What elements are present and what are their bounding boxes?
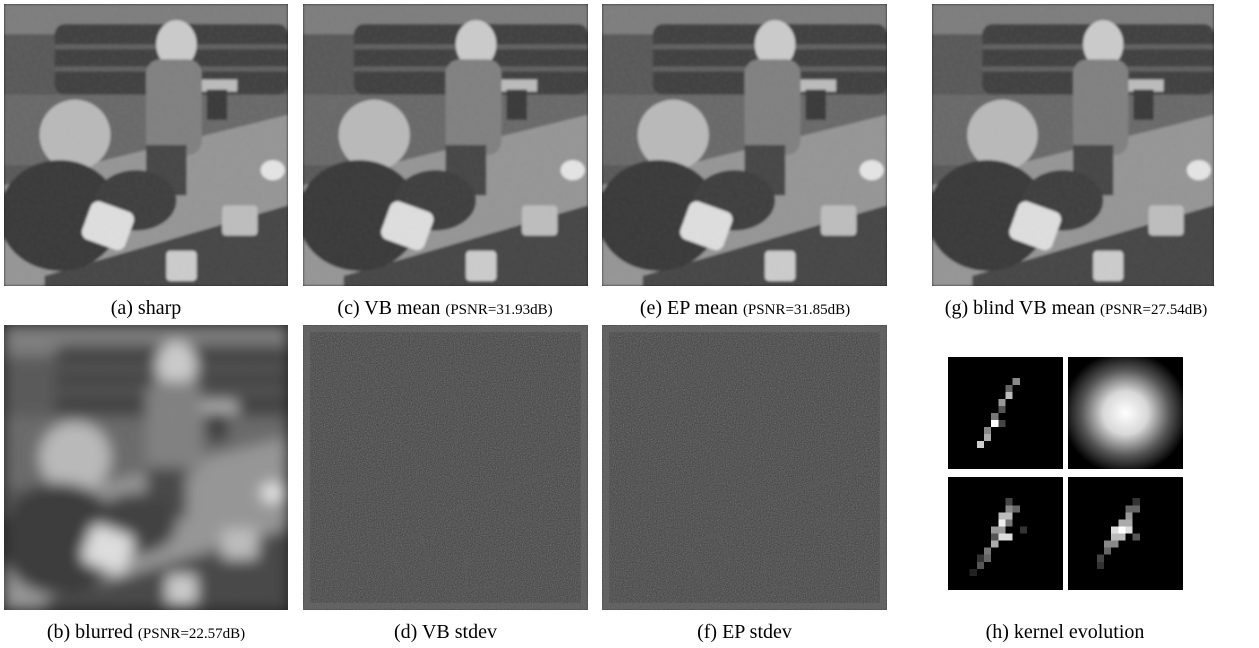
- caption-d: (d) VB stdev: [303, 620, 588, 644]
- kernel-final-image: [1068, 477, 1183, 590]
- caption-f: (f) EP stdev: [602, 620, 887, 644]
- caption-e-psnr: (PSNR=31.85dB): [742, 302, 851, 318]
- caption-c-psnr: (PSNR=31.93dB): [445, 302, 553, 318]
- caption-g-psnr: (PSNR=27.54dB): [1099, 302, 1208, 318]
- kernel-gaussian-image: [1068, 357, 1183, 469]
- caption-h: (h) kernel evolution: [930, 620, 1200, 644]
- vb-stdev-image: [303, 325, 588, 610]
- caption-b-psnr: (PSNR=22.57dB): [137, 626, 246, 642]
- caption-f-label: (f) EP stdev: [697, 621, 792, 643]
- caption-e: (e) EP mean (PSNR=31.85dB): [595, 296, 895, 322]
- kernel-initial-image: [948, 357, 1063, 469]
- blind-vb-mean-image: [932, 4, 1214, 286]
- kernel-mid-image: [948, 477, 1063, 590]
- caption-g: (g) blind VB mean (PSNR=27.54dB): [896, 296, 1256, 322]
- caption-a-label: (a) sharp: [110, 297, 182, 319]
- vb-mean-image: [303, 4, 588, 286]
- caption-b: (b) blurred (PSNR=22.57dB): [0, 620, 292, 646]
- caption-a: (a) sharp: [4, 296, 288, 320]
- caption-g-label: (g) blind VB mean: [944, 297, 1095, 319]
- caption-b-label: (b) blurred: [46, 621, 133, 643]
- ep-mean-image: [602, 4, 887, 286]
- sharp-image: [4, 4, 288, 286]
- ep-stdev-image: [602, 325, 887, 610]
- caption-c: (c) VB mean (PSNR=31.93dB): [295, 296, 595, 322]
- blurred-image: [4, 325, 288, 610]
- caption-h-label: (h) kernel evolution: [985, 621, 1145, 643]
- caption-c-label: (c) VB mean: [337, 297, 441, 319]
- caption-e-label: (e) EP mean: [639, 297, 738, 319]
- caption-d-label: (d) VB stdev: [394, 621, 497, 643]
